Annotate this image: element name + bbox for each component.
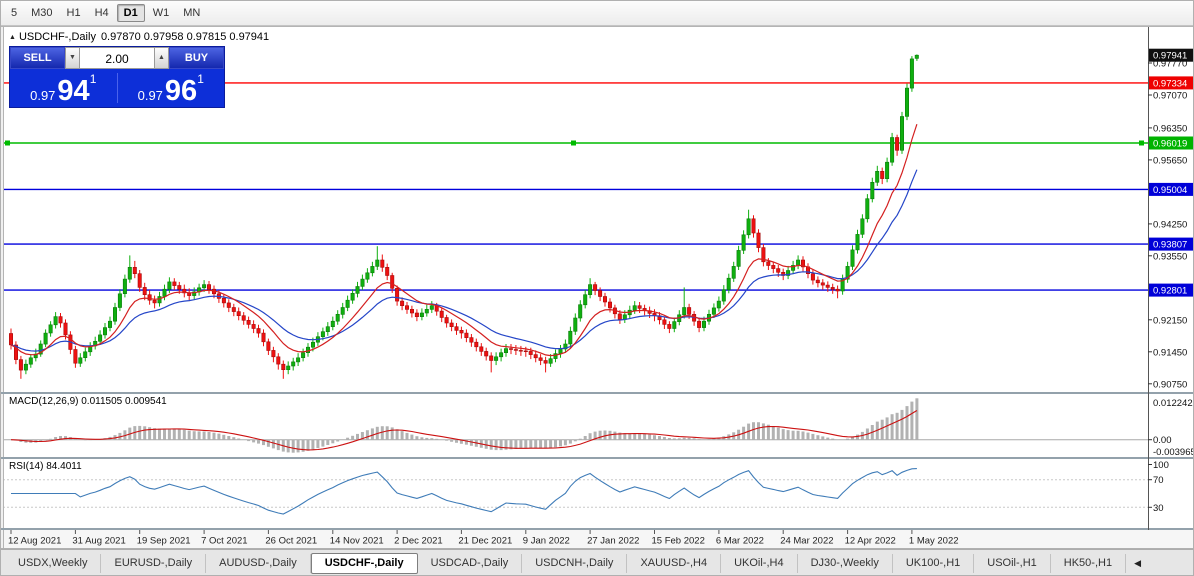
timeframe-button-5[interactable]: 5	[11, 7, 18, 19]
svg-text:14 Nov 2021: 14 Nov 2021	[330, 536, 384, 547]
chart-tab-xauusd-h4[interactable]: XAUUSD-,H4	[627, 554, 722, 573]
chart-tab-ukoil-h4[interactable]: UKOil-,H4	[721, 554, 798, 573]
svg-text:100: 100	[1153, 460, 1169, 471]
svg-text:0.92801: 0.92801	[1153, 286, 1187, 297]
timeframe-button-h4[interactable]: H4	[94, 7, 109, 19]
svg-text:0.91450: 0.91450	[1153, 347, 1187, 358]
svg-text:0.97334: 0.97334	[1153, 78, 1187, 89]
svg-text:0.95650: 0.95650	[1153, 155, 1187, 166]
svg-text:0.97941: 0.97941	[1153, 51, 1187, 62]
svg-text:0.92150: 0.92150	[1153, 315, 1187, 326]
svg-text:0.93550: 0.93550	[1153, 251, 1187, 262]
svg-text:0.94250: 0.94250	[1153, 219, 1187, 230]
chart-tabs: USDX,Weekly EURUSD-,Daily AUDUSD-,Daily USD…	[1, 549, 1193, 575]
svg-text:31 Aug 2021: 31 Aug 2021	[72, 536, 125, 547]
tab-scroll-left-icon[interactable]: ◀	[1134, 558, 1141, 568]
price-divider	[116, 73, 118, 103]
volume-increase-button[interactable]: ▲	[154, 47, 169, 69]
rsi-indicator	[3, 468, 1148, 515]
svg-text:7 Oct 2021: 7 Oct 2021	[201, 536, 247, 547]
svg-text:0.90750: 0.90750	[1153, 379, 1187, 390]
timeframe-button-m30[interactable]: M30	[31, 7, 53, 19]
svg-text:0.97770: 0.97770	[1153, 59, 1187, 70]
chart-tab-usoil-h1[interactable]: USOil-,H1	[974, 554, 1051, 573]
svg-text:-0.003965: -0.003965	[1153, 447, 1194, 458]
svg-text:12 Aug 2021: 12 Aug 2021	[8, 536, 61, 547]
svg-text:0.96019: 0.96019	[1153, 139, 1187, 150]
ask-price-pipette: 1	[197, 72, 204, 86]
moving-average-lines	[10, 124, 918, 357]
svg-text:24 Mar 2022: 24 Mar 2022	[780, 536, 833, 547]
timeframe-toolbar: 5 M30 H1 H4 D1 W1 MN	[1, 1, 1193, 26]
svg-text:0.95004: 0.95004	[1153, 185, 1187, 196]
svg-text:19 Sep 2021: 19 Sep 2021	[137, 536, 191, 547]
chart-tab-hk50-h1[interactable]: HK50-,H1	[1051, 554, 1127, 573]
chart-title: ▲ USDCHF-,Daily 0.97870 0.97958 0.97815 0.…	[9, 31, 269, 43]
macd-axis: 0.012242 0.00-0.003965	[1148, 398, 1194, 458]
svg-text:1 May 2022: 1 May 2022	[909, 536, 959, 547]
svg-text:21 Dec 2021: 21 Dec 2021	[458, 536, 512, 547]
timeframe-button-d1[interactable]: D1	[116, 4, 145, 22]
buy-button[interactable]: BUY	[169, 47, 224, 69]
one-click-collapse-icon[interactable]: ▲	[9, 34, 16, 41]
rsi-indicator-label: RSI(14) 84.4011	[9, 461, 82, 472]
chart-canvas[interactable]: 0.97941 0.97770 0.97334 0.97070 0.96350 0.960…	[1, 1, 1194, 549]
chart-ohlc-values: 0.97870 0.97958 0.97815 0.97941	[100, 31, 270, 43]
timeframe-button-h1[interactable]: H1	[66, 7, 81, 19]
macd-indicator	[3, 398, 1148, 453]
selected-line-handles[interactable]	[5, 140, 1144, 146]
svg-text:6 Mar 2022: 6 Mar 2022	[716, 536, 764, 547]
chart-tab-usdcnh-daily[interactable]: USDCNH-,Daily	[522, 554, 628, 573]
svg-text:0.93807: 0.93807	[1153, 240, 1187, 251]
horizontal-lines[interactable]	[3, 82, 1194, 291]
volume-decrease-button[interactable]: ▼	[65, 47, 80, 69]
chart-tab-usdx-weekly[interactable]: USDX,Weekly	[5, 554, 102, 573]
svg-text:15 Feb 2022: 15 Feb 2022	[652, 536, 705, 547]
ask-price: 0.97 96 1	[118, 69, 225, 107]
chart-tab-usdcad-daily[interactable]: USDCAD-,Daily	[418, 554, 523, 573]
chart-tab-audusd-daily[interactable]: AUDUSD-,Daily	[206, 554, 311, 573]
svg-text:12 Apr 2022: 12 Apr 2022	[845, 536, 896, 547]
candlestick-series	[9, 54, 919, 379]
chart-tab-uk100-h1[interactable]: UK100-,H1	[893, 554, 975, 573]
chart-tab-dj30-weekly[interactable]: DJ30-,Weekly	[798, 554, 893, 573]
svg-text:2 Dec 2021: 2 Dec 2021	[394, 536, 443, 547]
sell-button[interactable]: SELL	[10, 47, 65, 69]
bid-price: 0.97 94 1	[10, 69, 117, 107]
svg-text:0.012242: 0.012242	[1153, 398, 1193, 409]
chart-tab-eurusd-daily[interactable]: EURUSD-,Daily	[101, 554, 207, 573]
chart-tab-usdchf-daily[interactable]: USDCHF-,Daily	[310, 553, 418, 574]
svg-text:0.97070: 0.97070	[1153, 91, 1187, 102]
svg-text:27 Jan 2022: 27 Jan 2022	[587, 536, 639, 547]
bid-price-prefix: 0.97	[30, 88, 56, 103]
bid-price-big-digits: 94	[57, 75, 90, 107]
rsi-axis: 100 70 30	[1148, 460, 1169, 514]
svg-text:70: 70	[1153, 475, 1164, 486]
date-axis: 12 Aug 2021 31 Aug 2021 19 Sep 2021 7 Oct 2…	[8, 530, 959, 547]
svg-text:9 Jan 2022: 9 Jan 2022	[523, 536, 570, 547]
svg-text:30: 30	[1153, 503, 1164, 514]
bid-price-pipette: 1	[89, 72, 97, 86]
svg-text:26 Oct 2021: 26 Oct 2021	[265, 536, 317, 547]
timeframe-button-mn[interactable]: MN	[183, 7, 201, 19]
chart-symbol-label: USDCHF-,Daily	[18, 31, 96, 43]
ask-price-big-digits: 96	[164, 75, 198, 107]
timeframe-button-w1[interactable]: W1	[152, 7, 170, 19]
ask-price-prefix: 0.97	[137, 88, 163, 103]
svg-text:0.96350: 0.96350	[1153, 123, 1187, 134]
svg-text:0.00: 0.00	[1153, 435, 1172, 446]
volume-input[interactable]: 2.00	[80, 47, 154, 69]
one-click-trading-panel: SELL ▼ 2.00 ▲ BUY 0.97 94 1 0.97 96 1	[9, 46, 225, 108]
macd-indicator-label: MACD(12,26,9) 0.011505 0.009541	[9, 396, 167, 407]
